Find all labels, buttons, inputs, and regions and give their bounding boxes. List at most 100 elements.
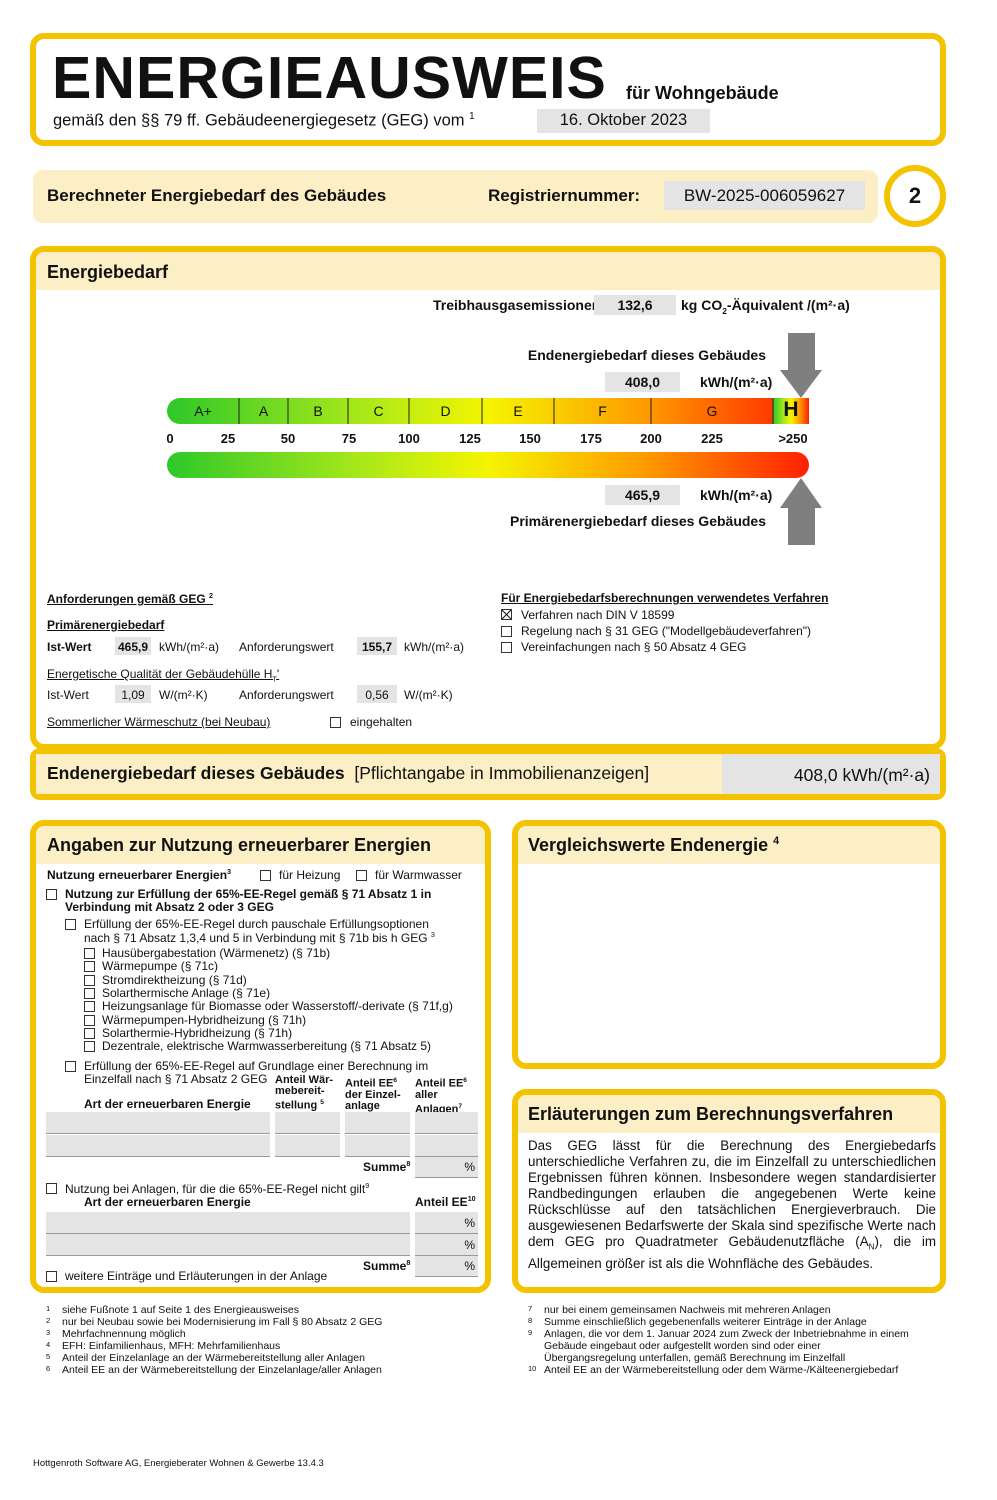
- footnote-text: nur bei Neubau sowie bei Modernisierung …: [62, 1316, 383, 1328]
- footnote-ref: 8: [406, 1159, 411, 1168]
- footnote-number: 2: [46, 1316, 51, 1325]
- footnote-number: 6: [46, 1364, 51, 1373]
- footnote-text: Anteil EE an der Wärmebereitstellung ode…: [544, 1364, 899, 1376]
- primary-field: [605, 485, 680, 505]
- hull-actual: 1,09: [121, 688, 145, 702]
- option-label: Wärmepumpen-Hybridheizung (§ 71h): [102, 1012, 307, 1027]
- footnote-ref: 9: [365, 1181, 370, 1190]
- scale-label: >250: [778, 431, 807, 446]
- text: ': [276, 667, 280, 681]
- summary-note: [Pflichtangabe in Immobilienanzeigen]: [354, 763, 650, 783]
- date-field: [537, 109, 710, 133]
- field: [115, 637, 151, 655]
- primary-heading: Primärenergiebedarf: [47, 618, 165, 632]
- sum-label: Summe8: [363, 1258, 410, 1273]
- text: Anteil EE: [415, 1195, 468, 1209]
- ghg-unit: kg CO2-Äquivalent /(m²·a): [681, 297, 850, 316]
- text: Das GEG lässt für die Berechnung des Ene…: [528, 1138, 936, 1249]
- section-band: [518, 1095, 940, 1133]
- footnote-number: 4: [46, 1340, 51, 1349]
- final-label: Endenergiebedarf dieses Gebäudes: [527, 347, 766, 363]
- option-label: Wärmepumpe (§ 71c): [102, 959, 219, 974]
- final-arrow: [780, 333, 822, 398]
- header-box: [30, 33, 946, 146]
- line: Anlagen: [415, 1103, 459, 1116]
- footnote-ref: 4: [773, 835, 780, 847]
- scale-label: 150: [519, 431, 541, 446]
- col-type: Art der erneuerbaren Energie: [84, 1195, 251, 1209]
- procedure-option: Verfahren nach DIN V 18599: [521, 608, 675, 622]
- line: stellung: [275, 1099, 318, 1112]
- footnote-ref: 5: [320, 1099, 324, 1106]
- text: Anforderungen gemäß GEG: [47, 592, 206, 606]
- footnote-text: EFH: Einfamilienhaus, MFH: Mehrfamilienh…: [62, 1340, 281, 1352]
- text: Nutzung bei Anlagen, für die die 65%-EE-…: [65, 1182, 366, 1196]
- checkbox: [84, 948, 95, 959]
- registration-number: BW-2025-006059627: [683, 186, 846, 205]
- footnote-ref: 2: [209, 591, 214, 600]
- percent: %: [464, 1238, 475, 1252]
- option-label: Solarthermie-Hybridheizung (§ 71h): [102, 1025, 293, 1040]
- summary-label: Endenergiebedarf dieses Gebäudes: [47, 763, 345, 783]
- footnote-text: siehe Fußnote 1 auf Seite 1 des Energiea…: [62, 1304, 299, 1316]
- class-bar-end: [773, 398, 809, 424]
- date: 16. Oktober 2023: [559, 111, 688, 129]
- scale-label: 50: [281, 431, 295, 446]
- percent: %: [464, 1259, 475, 1273]
- section-title: Vergleichswerte Endenergie 4: [528, 835, 779, 856]
- line: mebereit-: [275, 1085, 325, 1097]
- checkbox: [46, 1183, 57, 1194]
- footnote-ref: 1: [469, 111, 475, 122]
- final-value: 408,0: [624, 374, 661, 390]
- class-label: G: [707, 403, 718, 419]
- checkbox-checked: [501, 609, 512, 620]
- section-band: [518, 826, 940, 864]
- footnote-text: Mehrfachnennung möglich: [62, 1328, 186, 1340]
- checkbox: [84, 987, 95, 999]
- option-label: Hausübergabestation (Wärmenetz) (§ 71b): [102, 946, 331, 960]
- unit: W/(m²·K): [404, 688, 453, 702]
- footnote-ref: 3: [227, 867, 232, 876]
- field: [115, 685, 151, 703]
- final-unit: kWh/(m²·a): [700, 374, 773, 390]
- section-title: Energiebedarf: [47, 262, 169, 282]
- primary-unit: kWh/(m²·a): [700, 487, 773, 503]
- footnote-text: nur bei einem gemeinsamen Nachweis mit m…: [544, 1304, 831, 1316]
- checkbox: [84, 961, 95, 973]
- hull-required: 0,56: [365, 688, 389, 702]
- footnote-ref: 10: [467, 1194, 476, 1203]
- unit-part: -Äquivalent /(m²·a): [726, 297, 850, 313]
- actual-label: Ist-Wert: [47, 688, 89, 702]
- checkbox: [501, 642, 512, 653]
- checkbox: [46, 1271, 57, 1282]
- explanation-text: Das GEG lässt für die Berechnung des Ene…: [528, 1138, 936, 1272]
- percent: %: [464, 1216, 475, 1230]
- actual-label: Ist-Wert: [47, 640, 92, 654]
- table-cell: [415, 1135, 478, 1157]
- more-entries: weitere Einträge und Erläuterungen in de…: [65, 1269, 328, 1283]
- registration-field: [664, 181, 865, 210]
- scale-label: 100: [398, 431, 420, 446]
- table-cell: [46, 1112, 270, 1134]
- ghg-field: [594, 295, 676, 315]
- checkbox: [330, 717, 341, 728]
- line: aller: [415, 1088, 438, 1101]
- table-cell: [46, 1212, 410, 1234]
- scale-label: 175: [580, 431, 602, 446]
- flat-line: nach § 71 Absatz 1,3,4 und 5 in Verbindu…: [84, 930, 435, 945]
- option-label: Solarthermische Anlage (§ 71e): [102, 985, 271, 1000]
- primary-required: 155,7: [361, 640, 393, 654]
- section-band: [36, 252, 940, 290]
- scale-label: 225: [701, 431, 723, 446]
- unit: kWh/(m²·a): [159, 640, 219, 654]
- summer-option: eingehalten: [350, 715, 413, 729]
- gradient-bar: [167, 452, 809, 478]
- footnote-number: 7: [528, 1304, 533, 1313]
- col-all: Anteil EE6 aller Anlagen7: [415, 1075, 467, 1115]
- footnote-number: 3: [46, 1328, 51, 1337]
- table-cell: [275, 1112, 340, 1134]
- class-label: C: [373, 403, 383, 419]
- percent: %: [464, 1160, 475, 1174]
